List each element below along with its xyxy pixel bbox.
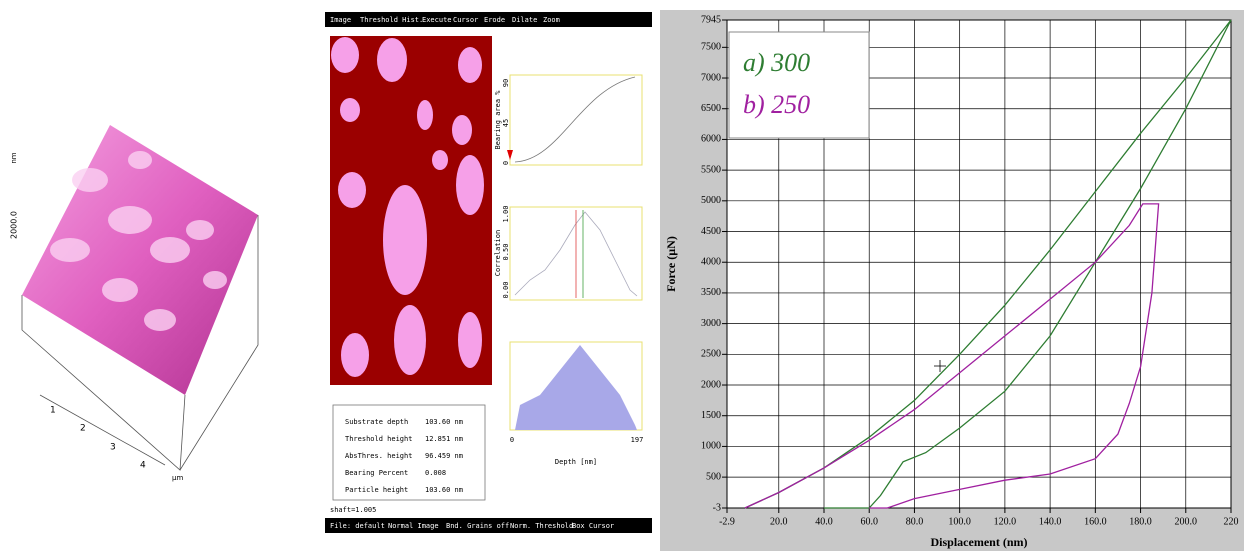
y-tick-label: 7500 xyxy=(701,42,721,53)
status-item: Normal Image xyxy=(388,522,439,530)
tick-label: 0 xyxy=(502,161,510,165)
y-tick-label: 7945 xyxy=(701,14,721,25)
info-value: 103.60 nm xyxy=(425,418,463,426)
info-value: 12.851 nm xyxy=(425,435,463,443)
chart: -3 500 1000 1500 2000 2500 3000 3500 4000 4500 500… xyxy=(664,14,1239,548)
z-unit: nm xyxy=(10,152,18,163)
menu-item: Cursor xyxy=(453,16,478,24)
x-tick-label: 80.0 xyxy=(906,516,924,527)
axis-label: Correlation xyxy=(494,230,502,276)
y-tick-label: 4000 xyxy=(701,257,721,268)
y-tick-label: 1500 xyxy=(701,410,721,421)
x-tick-label: 220 xyxy=(1224,516,1239,527)
afm-grains xyxy=(50,151,227,331)
y-axis-label: Force (µN) xyxy=(664,236,678,292)
afm-panel: nm 2000.0 1 2 3 4 µm xyxy=(10,125,259,482)
afm-x-unit: µm xyxy=(172,474,183,482)
tick-label: 197 xyxy=(631,436,644,444)
status-bar xyxy=(325,518,652,533)
tick-label: 90 xyxy=(502,79,510,87)
menu-item: Threshold Hist. xyxy=(360,16,423,24)
y-tick-label: -3 xyxy=(713,502,721,513)
series-line xyxy=(744,203,1160,509)
x-tick-label: 20.0 xyxy=(770,516,788,527)
grain-tool-panel: Image Threshold Hist.Execute Cursor Erode Di… xyxy=(325,12,652,533)
axis-label: Bearing area % xyxy=(494,90,502,150)
menu-item: Execute xyxy=(422,16,452,24)
y-tick-label: 6000 xyxy=(701,134,721,145)
menu-item: Dilate xyxy=(512,16,537,24)
axis-label: Depth [nm] xyxy=(555,458,597,466)
legend-label: b) 250 xyxy=(743,90,810,119)
x-tick-label: -2.9 xyxy=(719,516,735,527)
status-item: Bnd. Grains off xyxy=(446,522,509,530)
menu-bar xyxy=(325,12,652,27)
x-tick-label: 120.0 xyxy=(994,516,1017,527)
y-tick-label: 4500 xyxy=(701,226,721,237)
tick-label: 0 xyxy=(510,436,514,444)
afm-x-tick: 3 xyxy=(110,443,116,453)
legend-box xyxy=(728,31,870,139)
y-tick-label: 500 xyxy=(706,471,721,482)
afm-x-tick: 2 xyxy=(80,424,86,434)
series-line xyxy=(744,19,1232,509)
y-tick-label: 7000 xyxy=(701,72,721,83)
z-label: 2000.0 xyxy=(10,211,19,239)
info-value: 96.459 nm xyxy=(425,452,463,460)
afm-x-tick: 1 xyxy=(50,406,56,416)
tick-label: 0.00 xyxy=(502,282,510,299)
y-tick-label: 2500 xyxy=(701,349,721,360)
afm-surface xyxy=(22,125,258,395)
x-tick-label: 200.0 xyxy=(1175,516,1198,527)
tick-label: 45 xyxy=(502,119,510,127)
afm-x-tick: 4 xyxy=(140,461,146,471)
x-axis-label: Displacement (nm) xyxy=(931,535,1028,549)
info-label: Particle height xyxy=(345,486,408,494)
info-label: AbsThres. height xyxy=(345,452,412,460)
info-label: Threshold height xyxy=(345,435,412,443)
grains xyxy=(331,37,484,377)
y-tick-label: 3000 xyxy=(701,318,721,329)
cursor xyxy=(934,360,946,372)
info-label: Bearing Percent xyxy=(345,469,408,477)
status-item: File: default xyxy=(330,522,385,530)
y-tick-label: 2000 xyxy=(701,379,721,390)
y-tick-label: 1000 xyxy=(701,441,721,452)
y-tick-label: 5000 xyxy=(701,195,721,206)
menu-item: Zoom xyxy=(543,16,560,24)
y-tick-label: 5500 xyxy=(701,164,721,175)
x-tick-label: 60.0 xyxy=(860,516,878,527)
menu-item: Image xyxy=(330,16,351,24)
x-tick-label: 100.0 xyxy=(948,516,971,527)
info-value: 103.60 nm xyxy=(425,486,463,494)
x-tick-label: 40.0 xyxy=(815,516,833,527)
y-tick-label: 3500 xyxy=(701,287,721,298)
info-label: Substrate depth xyxy=(345,418,408,426)
status-item: Norm. Threshold xyxy=(510,522,573,530)
note: shaft=1.005 xyxy=(330,506,376,514)
y-tick-label: 6500 xyxy=(701,103,721,114)
x-tick-label: 160.0 xyxy=(1084,516,1107,527)
info-value: 0.008 xyxy=(425,469,446,477)
tick-label: 1.00 xyxy=(502,206,510,223)
x-tick-label: 140.0 xyxy=(1039,516,1062,527)
x-tick-label: 180.0 xyxy=(1129,516,1152,527)
tick-label: 0.50 xyxy=(502,244,510,261)
menu-item: Erode xyxy=(484,16,505,24)
status-item: Box Cursor xyxy=(572,522,614,530)
legend-label: a) 300 xyxy=(743,48,810,77)
